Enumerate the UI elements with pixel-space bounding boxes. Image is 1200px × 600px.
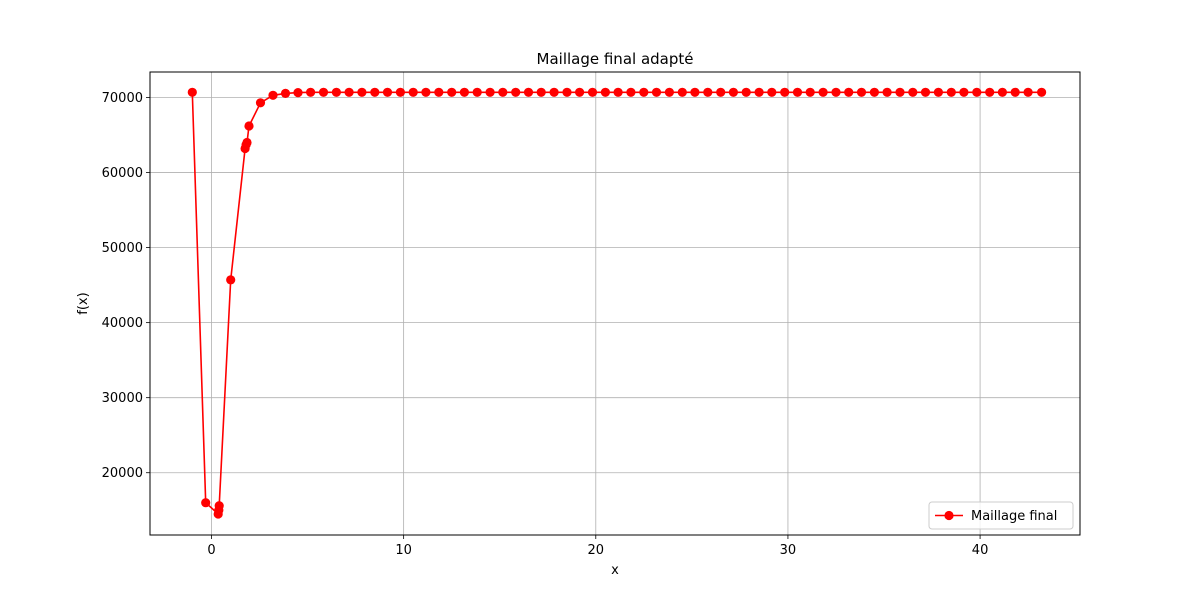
data-point — [498, 87, 508, 97]
data-point — [434, 87, 444, 97]
legend-label: Maillage final — [971, 509, 1057, 524]
data-point — [600, 87, 611, 97]
data-point — [280, 88, 291, 98]
data-point — [831, 87, 841, 97]
data-point — [306, 87, 316, 97]
x-tick-label: 0 — [207, 543, 215, 558]
plot-frame — [149, 71, 1081, 536]
y-tick-label: 50000 — [102, 241, 143, 256]
data-point — [357, 87, 367, 97]
data-point — [293, 88, 303, 98]
x-tick-label: 20 — [588, 543, 605, 558]
data-point — [728, 87, 739, 97]
y-tick-label: 20000 — [102, 466, 143, 481]
data-point — [242, 137, 252, 148]
data-point — [908, 87, 918, 97]
data-point — [511, 87, 521, 97]
data-point — [946, 87, 956, 97]
data-point — [997, 87, 1008, 97]
data-point — [1023, 87, 1033, 97]
data-point — [587, 87, 598, 97]
data-point — [201, 498, 211, 508]
data-point — [549, 87, 559, 97]
data-point — [844, 87, 854, 97]
data-point — [244, 121, 254, 131]
data-point — [459, 87, 469, 97]
data-point — [677, 87, 687, 97]
data-point — [882, 87, 892, 97]
ticks: 0 10 20 30 40 20000 30000 40000 50000 60000 70000 — [102, 91, 989, 558]
data-point — [780, 87, 790, 97]
y-tick-label: 30000 — [102, 391, 143, 406]
y-tick-label: 60000 — [102, 166, 143, 181]
data-point — [869, 87, 880, 97]
data-point — [664, 87, 675, 97]
data-point — [382, 87, 393, 97]
data-point — [447, 87, 457, 97]
data-point — [818, 87, 828, 97]
data-point — [805, 87, 815, 97]
data-point — [575, 87, 585, 97]
x-tick-label: 30 — [780, 543, 797, 558]
legend-box — [928, 501, 1074, 530]
data-point — [536, 87, 546, 97]
data-point — [214, 501, 224, 511]
data-point — [754, 87, 764, 97]
data-point — [268, 90, 278, 100]
series-layer — [187, 87, 1047, 519]
data-point — [626, 87, 636, 97]
data-point — [613, 87, 623, 97]
x-tick-label: 40 — [972, 543, 989, 558]
data-point — [716, 87, 726, 97]
x-tick-label: 10 — [395, 543, 412, 558]
data-point — [472, 87, 482, 97]
data-point — [421, 87, 431, 97]
data-point — [331, 87, 341, 97]
legend: Maillage final — [928, 501, 1074, 530]
data-point — [639, 87, 649, 97]
data-point — [651, 87, 662, 97]
data-point — [690, 87, 700, 97]
data-point — [792, 87, 803, 97]
data-point — [703, 87, 713, 97]
data-point — [485, 87, 495, 97]
data-point — [523, 87, 534, 97]
data-point — [959, 87, 969, 97]
data-point — [1010, 87, 1020, 97]
data-point — [344, 87, 354, 97]
chart-title: Maillage final adapté — [537, 50, 694, 68]
y-tick-label: 70000 — [102, 91, 143, 106]
legend-dot-marker — [944, 510, 954, 521]
y-axis-label: f(x) — [76, 292, 91, 314]
grid — [150, 72, 1080, 535]
data-point — [767, 87, 777, 97]
data-point — [187, 87, 197, 97]
data-point — [395, 87, 405, 97]
data-point — [741, 87, 751, 97]
data-point — [1037, 87, 1047, 97]
data-point — [985, 87, 995, 97]
data-point — [562, 87, 572, 97]
data-point — [318, 87, 329, 97]
data-point — [856, 87, 867, 97]
data-point — [408, 87, 418, 97]
data-point — [920, 87, 931, 97]
data-point — [972, 87, 982, 97]
data-point — [933, 87, 944, 97]
data-point — [895, 87, 905, 97]
y-tick-label: 40000 — [102, 316, 143, 331]
data-point — [370, 87, 380, 97]
data-point — [255, 98, 266, 108]
x-axis-label: x — [611, 563, 619, 578]
data-point — [226, 275, 236, 285]
